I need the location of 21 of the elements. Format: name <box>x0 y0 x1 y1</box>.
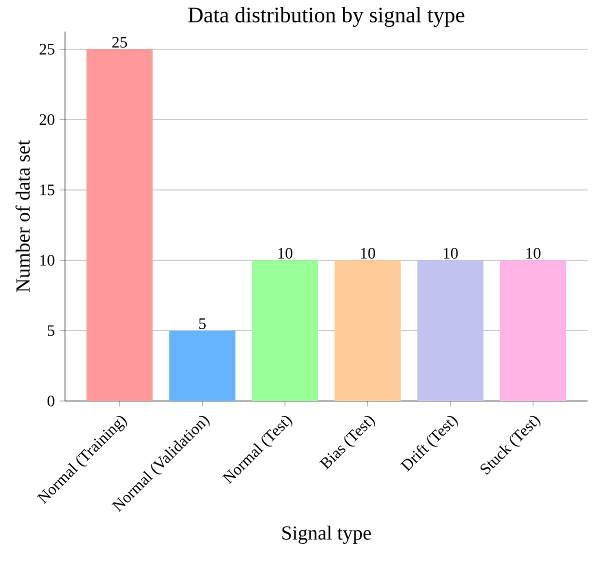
y-tick-label: 0 <box>48 396 54 406</box>
x-axis-title: Signal type <box>282 526 371 544</box>
bar <box>500 260 566 401</box>
bar <box>169 330 236 401</box>
bar <box>252 260 318 401</box>
y-axis-title: Number of data set <box>16 140 30 292</box>
y-tick-label: 15 <box>40 184 54 196</box>
bar <box>86 49 153 401</box>
data-label: 10 <box>444 248 458 259</box>
chart-title: Data distribution by signal type <box>188 6 464 27</box>
y-tick-label: 25 <box>40 44 54 55</box>
data-label: 10 <box>526 248 540 259</box>
data-label: 10 <box>361 248 376 259</box>
y-tick-label: 20 <box>40 114 54 125</box>
bar <box>417 260 484 401</box>
y-tick-label: 5 <box>48 325 54 336</box>
bar <box>334 260 401 401</box>
data-label: 10 <box>278 248 292 259</box>
data-label: 25 <box>112 36 127 48</box>
y-tick-label: 10 <box>40 254 54 266</box>
data-label: 5 <box>199 318 206 330</box>
